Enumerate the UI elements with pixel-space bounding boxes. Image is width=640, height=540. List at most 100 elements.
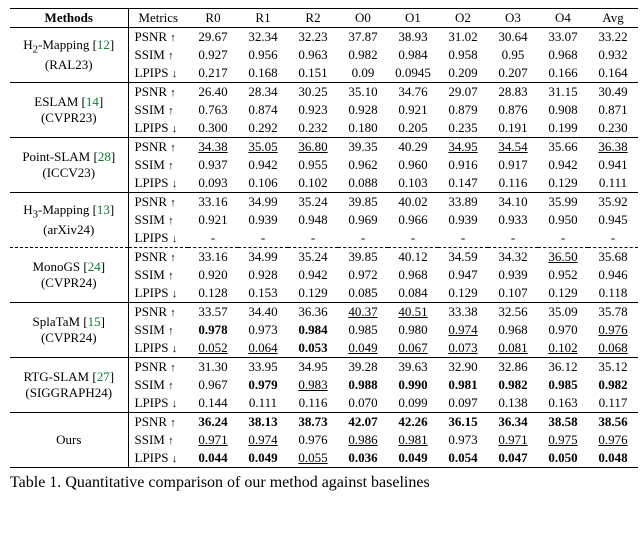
value-cell: 34.99	[238, 248, 288, 267]
value-cell: 40.29	[388, 138, 438, 157]
metric-label: PSNR ↑	[128, 248, 188, 267]
value-cell: 0.047	[488, 449, 538, 468]
metric-label: LPIPS ↓	[128, 284, 188, 303]
value-cell: 0.923	[288, 101, 338, 119]
value-cell: 0.879	[438, 101, 488, 119]
value-cell: 29.07	[438, 83, 488, 102]
value-cell: 0.974	[438, 321, 488, 339]
value-cell: 36.34	[488, 413, 538, 432]
value-cell: 0.921	[188, 211, 238, 229]
value-cell: 0.948	[288, 211, 338, 229]
value-cell: 0.937	[188, 156, 238, 174]
value-cell: 35.66	[538, 138, 588, 157]
value-cell: 39.28	[338, 358, 388, 377]
value-cell: 0.052	[188, 339, 238, 358]
value-cell: 0.088	[338, 174, 388, 193]
value-cell: 0.876	[488, 101, 538, 119]
value-cell: 0.958	[438, 46, 488, 64]
metric-label: LPIPS ↓	[128, 174, 188, 193]
value-cell: 36.36	[288, 303, 338, 322]
value-cell: 39.35	[338, 138, 388, 157]
value-cell: 0.933	[488, 211, 538, 229]
value-cell: 0.932	[588, 46, 638, 64]
value-cell: 35.99	[538, 193, 588, 212]
col-r2: R2	[288, 9, 338, 28]
metric-label: SSIM ↑	[128, 321, 188, 339]
value-cell: 34.59	[438, 248, 488, 267]
col-metrics: Metrics	[128, 9, 188, 28]
metric-label: SSIM ↑	[128, 46, 188, 64]
value-cell: 42.26	[388, 413, 438, 432]
value-cell: 35.10	[338, 83, 388, 102]
value-cell: 0.230	[588, 119, 638, 138]
value-cell: 0.102	[538, 339, 588, 358]
value-cell: 40.02	[388, 193, 438, 212]
value-cell: 28.34	[238, 83, 288, 102]
metric-label: LPIPS ↓	[128, 119, 188, 138]
value-cell: 38.56	[588, 413, 638, 432]
table-row: H3-Mapping [13](arXiv24)PSNR ↑33.1634.99…	[10, 193, 638, 212]
value-cell: 35.24	[288, 248, 338, 267]
value-cell: 0.984	[388, 46, 438, 64]
value-cell: 0.129	[288, 284, 338, 303]
value-cell: 0.138	[488, 394, 538, 413]
caption-label: Table 1.	[10, 474, 61, 491]
results-table: Methods Metrics R0 R1 R2 O0 O1 O2 O3 O4 …	[10, 8, 638, 468]
col-o4: O4	[538, 9, 588, 28]
value-cell: 0.986	[338, 431, 388, 449]
value-cell: 31.15	[538, 83, 588, 102]
value-cell: 0.941	[588, 156, 638, 174]
value-cell: 0.967	[188, 376, 238, 394]
value-cell: 32.86	[488, 358, 538, 377]
value-cell: 0.049	[338, 339, 388, 358]
value-cell: 0.945	[588, 211, 638, 229]
value-cell: 0.970	[538, 321, 588, 339]
value-cell: 0.763	[188, 101, 238, 119]
value-cell: 35.09	[538, 303, 588, 322]
metric-label: PSNR ↑	[128, 413, 188, 432]
value-cell: 0.927	[188, 46, 238, 64]
col-o3: O3	[488, 9, 538, 28]
value-cell: 0.968	[538, 46, 588, 64]
method-name: ESLAM [14](CVPR23)	[10, 83, 128, 138]
value-cell: 39.85	[338, 193, 388, 212]
table-row: Point-SLAM [28](ICCV23)PSNR ↑34.3835.053…	[10, 138, 638, 157]
value-cell: -	[288, 229, 338, 248]
value-cell: 0.106	[238, 174, 288, 193]
value-cell: 0.073	[438, 339, 488, 358]
value-cell: 30.49	[588, 83, 638, 102]
table-caption: Table 1. Quantitative comparison of our …	[10, 474, 630, 492]
metric-label: SSIM ↑	[128, 431, 188, 449]
value-cell: 0.103	[388, 174, 438, 193]
metric-label: LPIPS ↓	[128, 339, 188, 358]
value-cell: 34.54	[488, 138, 538, 157]
value-cell: 0.963	[288, 46, 338, 64]
value-cell: 35.68	[588, 248, 638, 267]
value-cell: 0.232	[288, 119, 338, 138]
value-cell: 0.928	[238, 266, 288, 284]
metric-label: PSNR ↑	[128, 83, 188, 102]
value-cell: 33.89	[438, 193, 488, 212]
col-methods: Methods	[10, 9, 128, 28]
value-cell: 0.050	[538, 449, 588, 468]
value-cell: 0.942	[538, 156, 588, 174]
value-cell: 0.971	[488, 431, 538, 449]
value-cell: 34.76	[388, 83, 438, 102]
value-cell: 0.976	[588, 431, 638, 449]
value-cell: 40.37	[338, 303, 388, 322]
value-cell: 0.956	[238, 46, 288, 64]
value-cell: 0.144	[188, 394, 238, 413]
value-cell: 34.32	[488, 248, 538, 267]
table-row: SplaTaM [15](CVPR24)PSNR ↑33.5734.4036.3…	[10, 303, 638, 322]
value-cell: 29.67	[188, 28, 238, 47]
value-cell: 38.73	[288, 413, 338, 432]
value-cell: 0.235	[438, 119, 488, 138]
metric-label: PSNR ↑	[128, 28, 188, 47]
value-cell: 33.16	[188, 193, 238, 212]
metric-label: SSIM ↑	[128, 211, 188, 229]
value-cell: 36.38	[588, 138, 638, 157]
value-cell: 0.982	[338, 46, 388, 64]
value-cell: 0.983	[288, 376, 338, 394]
value-cell: 0.978	[188, 321, 238, 339]
method-name: Ours	[10, 413, 128, 468]
